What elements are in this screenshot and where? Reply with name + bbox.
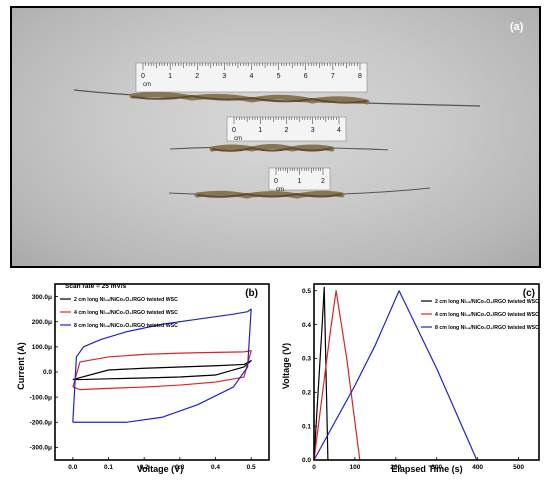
photo-panel-label: (a) xyxy=(510,21,524,33)
legend-entry: 4 cm long Ni₁₈/NiCo₂O₄/RGO twisted WSC xyxy=(435,312,539,318)
series-line-1 xyxy=(72,360,252,381)
x-tick-label: 200 xyxy=(390,464,401,471)
ruler-unit: cm xyxy=(143,82,151,88)
ruler-number: 8 xyxy=(358,73,362,80)
series-line-1 xyxy=(313,286,329,461)
series-line-2 xyxy=(313,290,361,461)
y-tick-label: -200.0μ xyxy=(30,419,52,426)
x-tick-label: 0.3 xyxy=(175,464,184,471)
x-tick-label: 0 xyxy=(312,464,316,471)
ruler-number: 1 xyxy=(298,178,302,185)
ruler-number: 6 xyxy=(304,73,308,80)
x-tick-label: 300 xyxy=(431,464,442,471)
x-tick-label: 400 xyxy=(472,464,483,471)
ruler-number: 2 xyxy=(195,73,199,80)
y-tick-label: -100.0μ xyxy=(30,394,52,401)
y-tick-label: 0.0 xyxy=(302,457,311,464)
ruler-4cm: 0 1 2 3 4 cm xyxy=(226,116,347,142)
ruler-number: 3 xyxy=(222,73,226,80)
y-tick-label: 0.1 xyxy=(302,423,311,430)
series-line-3 xyxy=(313,290,478,461)
x-tick-label: 0.2 xyxy=(140,464,149,471)
y-tick-label: 300.0μ xyxy=(32,294,52,301)
gcd-panel-label: (c) xyxy=(523,288,535,299)
ruler-number: 7 xyxy=(331,73,335,80)
ruler-number: 0 xyxy=(274,178,278,185)
ruler-number: 5 xyxy=(277,73,281,80)
cv-x-axis-label: Voltage (V) xyxy=(137,464,183,474)
y-tick-label: 0.5 xyxy=(302,288,311,295)
ruler-number: 2 xyxy=(285,127,289,134)
series-line-2 xyxy=(72,350,252,391)
ruler-unit: cm xyxy=(234,136,242,142)
x-tick-label: 0.1 xyxy=(104,464,113,471)
ruler-number: 1 xyxy=(168,73,172,80)
y-tick-label: 0.0 xyxy=(43,369,52,376)
ruler-number: 1 xyxy=(258,127,262,134)
cv-chart-panel: Scan rate = 25 mV/s (b) Voltage (V) Curr… xyxy=(10,280,275,477)
y-tick-label: 100.0μ xyxy=(32,344,52,351)
cv-chart: Scan rate = 25 mV/s (b) Voltage (V) Curr… xyxy=(16,283,270,474)
x-tick-label: 0.4 xyxy=(211,464,220,471)
legend-entry: 2 cm long Ni₁₈/NiCo₂O₄/RGO twisted WSC xyxy=(74,297,178,303)
x-tick-label: 0.0 xyxy=(68,464,77,471)
y-tick-label: 200.0μ xyxy=(32,319,52,326)
legend-entry: 4 cm long Ni₁₈/NiCo₂O₄/RGO twisted WSC xyxy=(74,310,178,316)
photo-panel: 0 1 2 3 4 5 6 7 8 cm 0 1 2 3 4 cm 0 1 2 cm (a) xyxy=(10,6,541,268)
legend-entry: 2 cm long Ni₁₈/NiCo₂O₄/RGO twisted WSC xyxy=(435,299,539,305)
legend-entry: 8 cm long Ni₁₈/NiCo₂O₄/RGO twisted WSC xyxy=(435,325,539,331)
gcd-x-axis-label: Elapsed Time (s) xyxy=(391,464,462,474)
wire-4cm xyxy=(169,144,389,152)
wire-2cm xyxy=(168,187,431,199)
ruler-number: 4 xyxy=(250,73,254,80)
ruler-number: 2 xyxy=(321,178,325,185)
y-tick-label: 0.2 xyxy=(302,390,311,397)
ruler-number: 4 xyxy=(337,127,341,134)
y-tick-label: 0.4 xyxy=(302,322,311,329)
x-tick-label: 0.5 xyxy=(247,464,256,471)
cv-panel-label: (b) xyxy=(245,288,258,299)
x-tick-label: 100 xyxy=(349,464,360,471)
ruler-2cm: 0 1 2 cm xyxy=(268,167,331,193)
cv-y-axis-label: Current (A) xyxy=(16,342,26,390)
y-tick-label: -300.0μ xyxy=(30,445,52,452)
y-tick-label: 0.3 xyxy=(302,356,311,363)
gcd-plot-frame xyxy=(313,283,540,461)
ruler-8cm: 0 1 2 3 4 5 6 7 8 cm xyxy=(135,62,368,93)
ruler-number: 0 xyxy=(141,73,145,80)
gcd-chart: (c) Elapsed Time (s) Voltage (V) 0 100 200… xyxy=(281,283,540,474)
gcd-y-axis-label: Voltage (V) xyxy=(281,343,291,389)
ruler-unit: cm xyxy=(276,187,284,193)
cv-subtitle: Scan rate = 25 mV/s xyxy=(65,283,127,290)
cv-plot-frame xyxy=(54,283,270,461)
legend-entry: 8 cm long Ni₁₈/NiCo₂O₄/RGO twisted WSC xyxy=(74,323,178,329)
ruler-number: 3 xyxy=(311,127,315,134)
wire-8cm xyxy=(73,89,481,107)
ruler-number: 0 xyxy=(232,127,236,134)
gcd-chart-panel: (c) Elapsed Time (s) Voltage (V) 0 100 200… xyxy=(277,280,541,477)
x-tick-label: 500 xyxy=(513,464,524,471)
photo-illustration: 0 1 2 3 4 5 6 7 8 cm 0 1 2 3 4 cm 0 1 2 cm (a) xyxy=(73,21,524,199)
series-line-3 xyxy=(72,308,252,423)
